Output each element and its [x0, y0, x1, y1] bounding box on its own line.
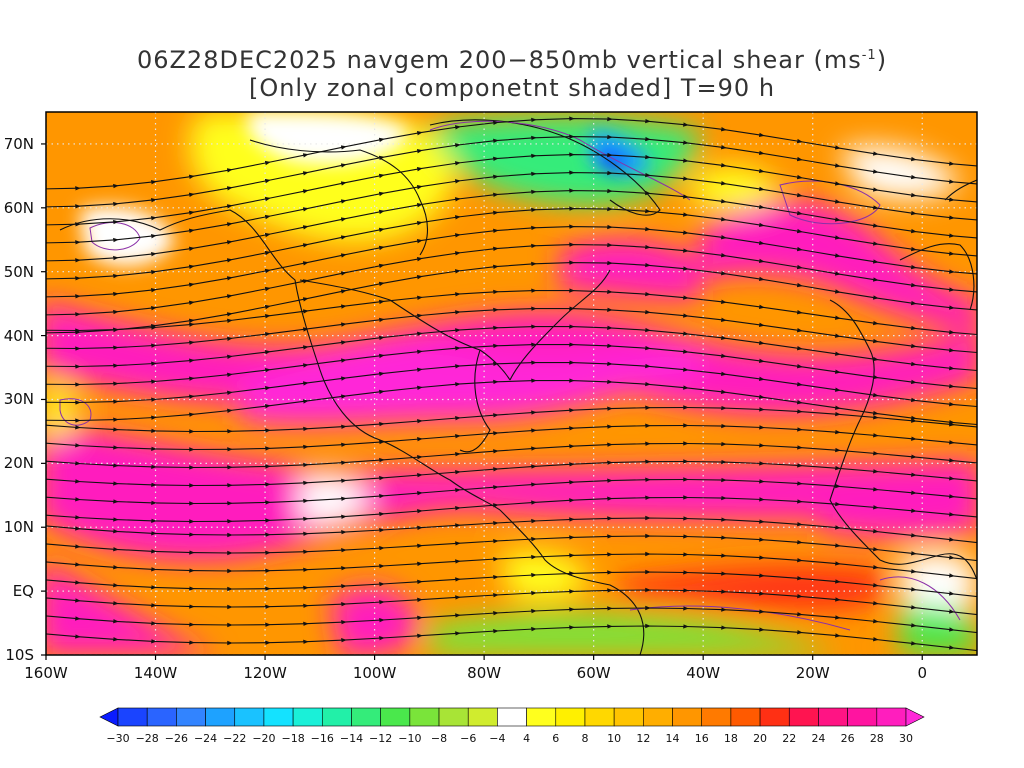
colorbar-max-arrow — [905, 707, 925, 727]
lon-label: 60W — [576, 664, 611, 682]
lon-label: 160W — [24, 664, 68, 682]
colorbar-label: −14 — [339, 732, 364, 745]
lat-label: 30N — [3, 390, 34, 409]
colorbar-label: −24 — [193, 732, 218, 745]
colorbar-swatch — [467, 707, 498, 727]
colorbar-label: −12 — [369, 732, 393, 745]
streamlines — [46, 116, 977, 652]
colorbar-label: 4 — [523, 732, 531, 745]
colorbar-swatch — [497, 707, 527, 727]
colorbar-swatch — [117, 707, 148, 727]
lat-label: 50N — [3, 262, 34, 281]
colorbar-swatch — [730, 707, 761, 727]
colorbar-label: 24 — [811, 732, 826, 745]
colorbar-label: −16 — [310, 732, 334, 745]
colorbar-swatch — [351, 707, 381, 727]
colorbar-label: 10 — [607, 732, 622, 745]
lon-label: 120W — [243, 664, 287, 682]
colorbar-label: 12 — [636, 732, 651, 745]
lon-label: 0 — [917, 664, 928, 682]
colorbar-label: 30 — [899, 732, 913, 745]
lat-label: 20N — [3, 454, 34, 473]
shear-map — [41, 111, 978, 660]
streamline — [46, 623, 977, 652]
colorbar-swatch — [818, 707, 848, 727]
colorbar-swatch — [672, 707, 703, 727]
colorbar-label: −18 — [281, 732, 305, 745]
colorbar-min-arrow — [99, 707, 119, 727]
colorbar-label: −20 — [252, 732, 276, 745]
lon-label: 100W — [352, 664, 397, 682]
colorbar-swatch — [526, 707, 557, 727]
colorbar-label: −4 — [489, 732, 506, 745]
colorbar-swatch — [263, 707, 294, 727]
colorbar-swatch — [438, 707, 469, 727]
colorbar-label: 20 — [753, 732, 768, 745]
colorbar-label: 8 — [581, 732, 589, 745]
lon-label: 20W — [795, 664, 830, 682]
lat-label: 40N — [3, 326, 34, 345]
colorbar — [99, 707, 925, 727]
colorbar-label: −6 — [460, 732, 477, 745]
colorbar-swatch — [847, 707, 878, 727]
colorbar-label: 28 — [869, 732, 884, 745]
lon-label: 40W — [686, 664, 721, 682]
colorbar-label: 18 — [723, 732, 738, 745]
colorbar-swatch — [584, 707, 615, 727]
colorbar-label: −28 — [135, 732, 159, 745]
colorbar-swatch — [176, 707, 206, 727]
lat-label: 10N — [3, 518, 34, 537]
colorbar-swatch — [292, 707, 323, 727]
lat-label: EQ — [12, 582, 34, 601]
axis-ticks — [41, 143, 923, 660]
colorbar-label: 26 — [840, 732, 855, 745]
colorbar-swatch — [234, 707, 265, 727]
colorbar-label: −30 — [106, 732, 130, 745]
colorbar-label: −10 — [398, 732, 422, 745]
chart-title-line-2: [Only zonal componetnt shaded] T=90 h — [248, 74, 776, 102]
lat-label: 60N — [3, 198, 34, 217]
colorbar-label: 22 — [782, 732, 797, 745]
colorbar-swatch — [321, 707, 352, 727]
colorbar-swatch — [146, 707, 177, 727]
colorbar-swatch — [876, 707, 907, 727]
colorbar-swatch — [643, 707, 673, 727]
colorbar-swatch — [205, 707, 236, 727]
colorbar-label: −26 — [164, 732, 188, 745]
colorbar-swatch — [759, 707, 790, 727]
lat-label: 70N — [3, 134, 34, 153]
colorbar-label: 6 — [552, 732, 560, 745]
colorbar-swatch — [701, 707, 732, 727]
colorbar-swatch — [380, 707, 411, 727]
colorbar-label: −8 — [430, 732, 448, 745]
colorbar-swatch — [613, 707, 644, 727]
lat-label: 10S — [5, 646, 34, 664]
lon-label: 140W — [133, 664, 178, 682]
colorbar-label: −22 — [223, 732, 247, 745]
colorbar-label: 16 — [694, 732, 709, 745]
colorbar-label: 14 — [665, 732, 680, 745]
colorbar-swatch — [788, 707, 819, 727]
colorbar-swatch — [409, 707, 440, 727]
lon-label: 80W — [467, 664, 502, 682]
map-frame — [45, 111, 978, 656]
chart-title-line-1: 06Z28DEC2025 navgem 200−850mb vertical s… — [136, 46, 888, 74]
colorbar-swatch — [555, 707, 586, 727]
